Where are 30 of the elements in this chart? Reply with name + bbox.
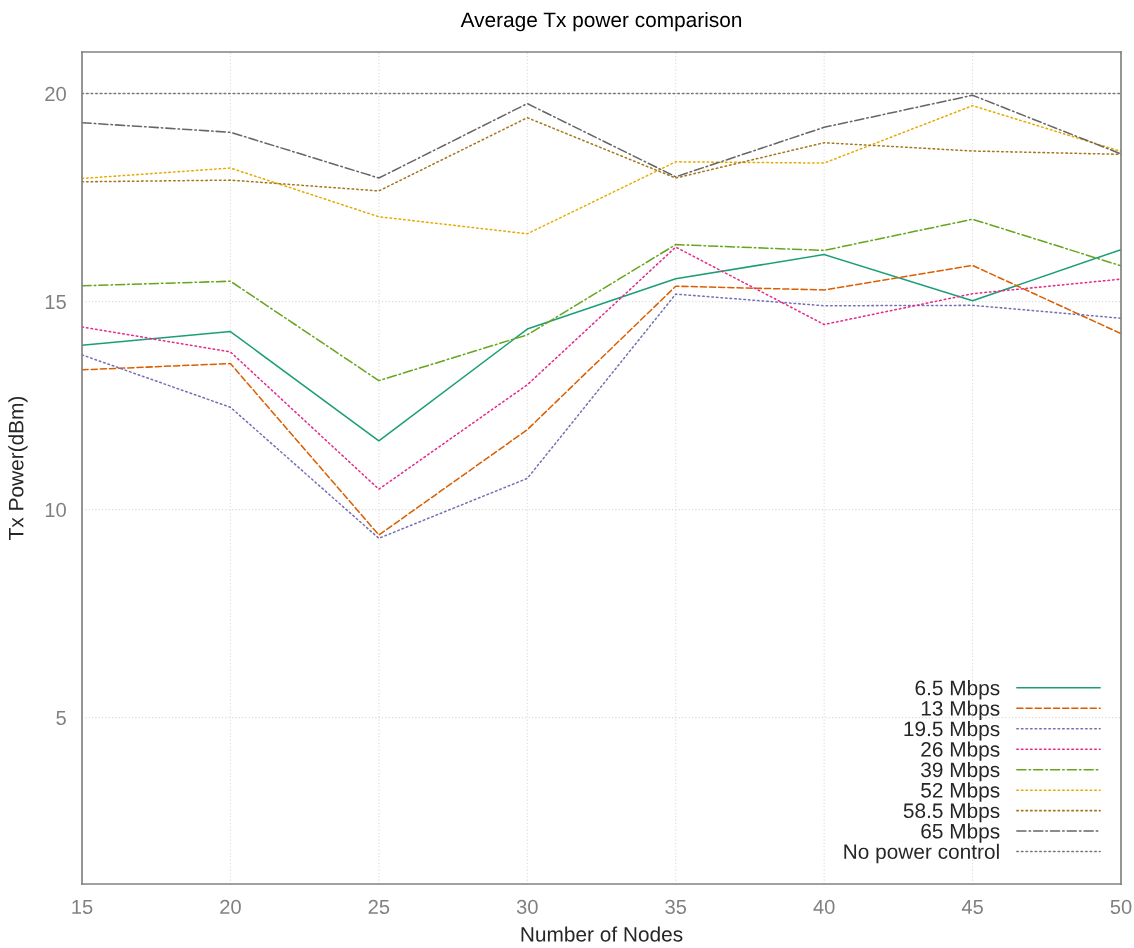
legend-label: 13 Mbps bbox=[921, 700, 1000, 720]
legend-label: 65 Mbps bbox=[921, 823, 1000, 843]
legend-label: 39 Mbps bbox=[921, 761, 1000, 782]
chart-title: Average Tx power comparison bbox=[460, 11, 742, 32]
line-series bbox=[82, 218, 1121, 382]
x-tick-label: 45 bbox=[961, 900, 983, 915]
x-tick-label: 40 bbox=[813, 899, 835, 915]
y-axis-title: Tx Power(dBm) bbox=[8, 396, 28, 540]
x-tick-label: 25 bbox=[368, 899, 390, 915]
x-tick-label: 30 bbox=[516, 899, 538, 915]
y-tick-label: 15 bbox=[45, 295, 66, 310]
x-tick-label: 20 bbox=[220, 899, 241, 915]
line-series bbox=[82, 246, 1121, 490]
x-tick-label: 15 bbox=[72, 900, 93, 915]
legend-label: 52 Mbps bbox=[921, 782, 1000, 802]
x-axis-title: Number of Nodes bbox=[521, 926, 683, 942]
y-tick-label: 10 bbox=[45, 502, 66, 518]
legend-label: 6.5 Mbps bbox=[915, 680, 1000, 700]
line-series bbox=[82, 104, 1121, 235]
legend-label: 19.5 Mbps bbox=[904, 720, 1000, 741]
x-tick-label: 35 bbox=[665, 899, 687, 915]
y-tick-label: 20 bbox=[45, 86, 66, 102]
legend-label: 58.5 Mbps bbox=[903, 802, 1000, 823]
x-tick-label: 50 bbox=[1110, 899, 1132, 915]
line-series bbox=[82, 248, 1121, 442]
y-tick-label: 5 bbox=[56, 711, 66, 726]
line-series bbox=[82, 116, 1121, 192]
legend-label: 26 Mbps bbox=[921, 741, 1000, 761]
line-series bbox=[82, 94, 1121, 179]
legend-label: No power control bbox=[844, 843, 999, 864]
